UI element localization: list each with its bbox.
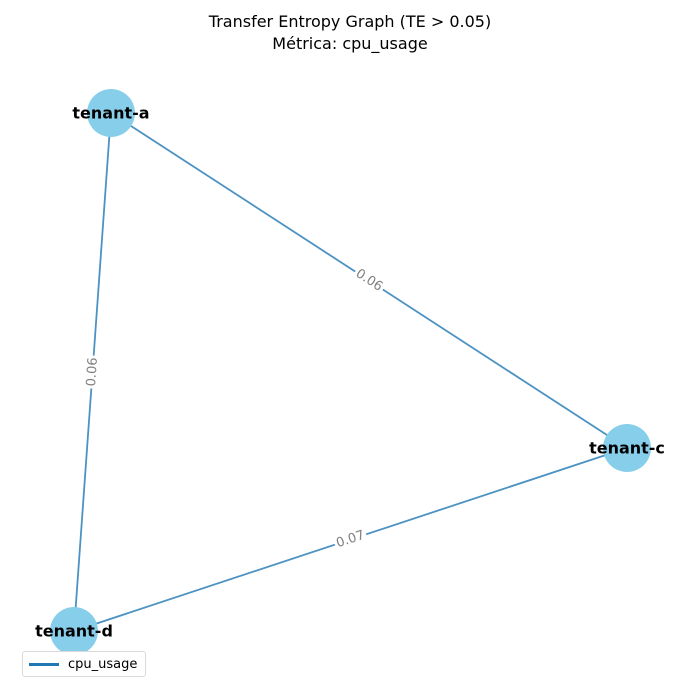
legend-label: cpu_usage: [68, 656, 138, 672]
node-label-tenant-c: tenant-c: [589, 439, 665, 458]
edge-label-background: [82, 354, 103, 390]
legend-line-swatch: [29, 662, 59, 666]
edge-weight-label: 0.06: [84, 357, 101, 387]
edges-layer: 0.06 0.06 0.07: [73, 112, 628, 632]
edge-label-group: 0.06: [82, 354, 103, 390]
graph-title: Transfer Entropy Graph (TE > 0.05): [208, 12, 492, 31]
node-label-tenant-a: tenant-a: [72, 104, 149, 123]
node-tenant-c: [603, 424, 651, 472]
node-label-tenant-d: tenant-d: [35, 622, 113, 641]
edge-label-group: 0.06: [350, 264, 388, 297]
edge-label-group: 0.07: [332, 526, 369, 553]
node-tenant-d: [50, 607, 98, 655]
edge-label-background: [350, 264, 388, 297]
node-tenant-a: [87, 89, 135, 137]
edge-label-background: [332, 526, 369, 553]
legend: cpu_usage: [22, 651, 146, 677]
graph-subtitle: Métrica: cpu_usage: [272, 34, 428, 53]
nodes-layer: tenant-a tenant-c tenant-d: [35, 89, 665, 655]
